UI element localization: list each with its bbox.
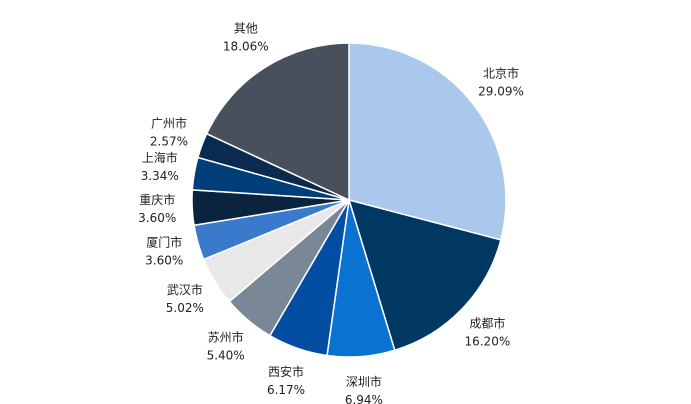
slice-value: 5.02% (166, 301, 204, 315)
slice-label: 深圳市 (346, 374, 382, 389)
slice-label: 成都市 (469, 316, 505, 331)
slice-label: 上海市 (142, 150, 178, 165)
slice-label: 西安市 (268, 364, 304, 379)
slice-value: 3.60% (138, 211, 176, 225)
slice-value: 6.17% (267, 383, 305, 397)
slice-value: 3.60% (145, 254, 183, 268)
pie-slice (205, 42, 350, 202)
slice-label: 苏州市 (208, 330, 244, 345)
pie-slice (348, 42, 507, 241)
slice-value: 16.20% (464, 335, 510, 349)
slice-value: 29.09% (478, 84, 524, 98)
slice-label: 北京市 (483, 65, 519, 80)
slice-value: 6.94% (345, 393, 383, 404)
slice-label: 重庆市 (139, 192, 175, 207)
slice-label: 其他 (234, 22, 258, 36)
slice-label: 厦门市 (146, 235, 182, 250)
slice-label: 广州市 (151, 116, 187, 131)
slice-label: 武汉市 (167, 282, 203, 297)
slice-value: 18.06% (223, 40, 269, 54)
pie-slice (347, 198, 502, 352)
slice-value: 3.34% (141, 169, 179, 183)
slice-value: 5.40% (207, 349, 245, 363)
slice-value: 2.57% (150, 135, 188, 149)
